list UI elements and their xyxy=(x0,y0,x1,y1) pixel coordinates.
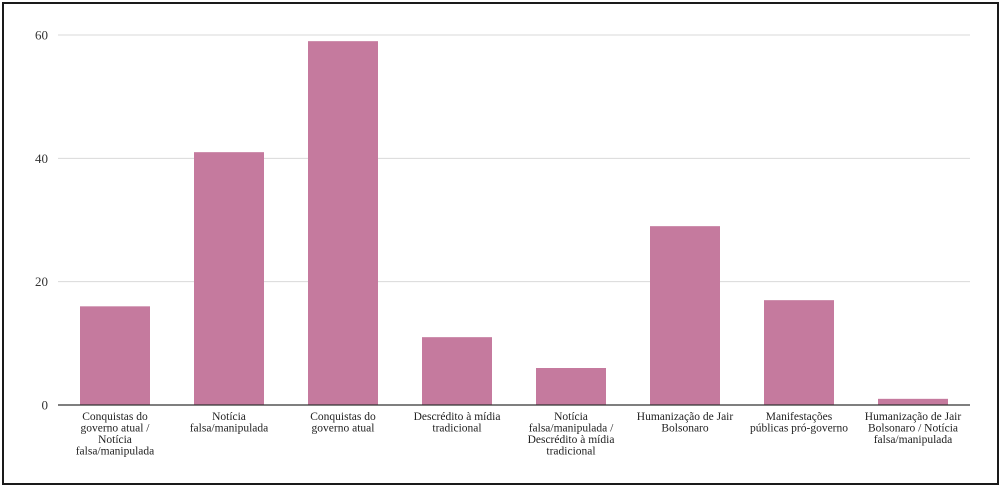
x-category-label-line: Conquistas do xyxy=(310,411,376,423)
bar xyxy=(764,300,834,405)
y-tick-label: 20 xyxy=(35,274,48,289)
bar xyxy=(422,337,492,405)
x-category-label-line: falsa/manipulada / xyxy=(529,423,614,435)
x-category-label: Conquistas do governo atual xyxy=(310,411,376,435)
x-category-label-line: Conquistas do xyxy=(82,411,148,423)
bars xyxy=(80,41,948,406)
y-tick-label: 60 xyxy=(35,28,48,43)
x-category-label-line: Notícia xyxy=(554,411,588,423)
x-category-label-line: tradicional xyxy=(432,423,481,435)
x-category-label: Notícia falsa/manipulada xyxy=(190,411,269,435)
x-category-label-line: Humanização de Jair xyxy=(637,411,734,423)
bar xyxy=(308,41,378,406)
x-category-label-line: falsa/manipulada xyxy=(76,446,155,458)
x-category-label-line: Humanização de Jair xyxy=(865,411,962,423)
x-category-label-line: Descrédito à mídia xyxy=(528,434,615,446)
x-category-label: Humanização de Jair Bolsonaro xyxy=(637,411,734,435)
y-axis-ticks: 0 20 40 60 xyxy=(35,28,48,413)
x-axis-labels: Conquistas do governo atual / Notícia falsa… xyxy=(76,411,962,458)
x-category-label-line: Notícia xyxy=(98,434,132,446)
bar xyxy=(878,398,948,405)
y-tick-label: 0 xyxy=(42,398,49,413)
x-category-label-line: tradicional xyxy=(546,446,595,458)
x-category-label: Conquistas do governo atual / Notícia falsa… xyxy=(76,411,155,458)
x-category-label-line: Bolsonaro / Notícia xyxy=(868,423,958,435)
x-category-label-line: governo atual / xyxy=(81,423,151,435)
bar xyxy=(536,368,606,405)
x-category-label-line: governo atual xyxy=(312,423,375,435)
x-category-label-line: Bolsonaro xyxy=(661,423,709,435)
bar xyxy=(80,306,150,405)
x-category-label-line: públicas pró-governo xyxy=(750,423,848,435)
x-category-label-line: Manifestações xyxy=(766,411,833,423)
x-category-label-line: falsa/manipulada xyxy=(874,434,953,446)
x-category-label: Humanização de Jair Bolsonaro / Notícia fa… xyxy=(865,411,962,446)
bar xyxy=(650,226,720,405)
y-tick-label: 40 xyxy=(35,151,48,166)
x-category-label-line: Descrédito à mídia xyxy=(414,411,501,423)
x-category-label: Notícia falsa/manipulada / Descrédito à mí… xyxy=(528,411,615,458)
x-category-label-line: falsa/manipulada xyxy=(190,423,269,435)
x-category-label: Descrédito à mídia tradicional xyxy=(414,411,501,435)
x-category-label: Manifestações públicas pró-governo xyxy=(750,411,848,435)
x-category-label-line: Notícia xyxy=(212,411,246,423)
bar xyxy=(194,152,264,405)
